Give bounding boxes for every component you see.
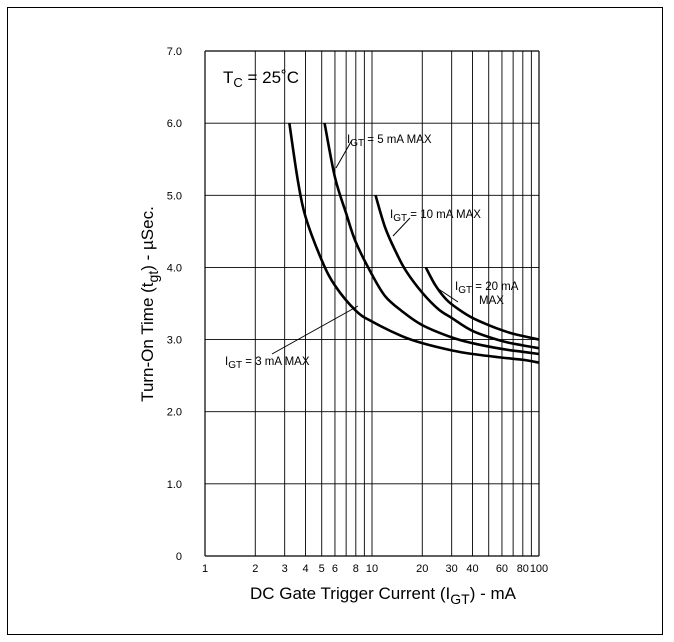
curves <box>288 122 540 364</box>
annotation-5ma: IGT = 5 mA MAX <box>347 134 432 149</box>
x-tick-label: 80 <box>517 563 529 575</box>
leader-line <box>271 305 359 355</box>
x-tick-label: 60 <box>496 563 508 575</box>
x-tick-label: 8 <box>353 563 359 575</box>
y-tick-label: 3.0 <box>167 335 182 347</box>
leader-lines <box>271 139 459 355</box>
x-tick-label: 30 <box>446 563 458 575</box>
curve-5ma <box>323 122 540 356</box>
condition-label: TC = 25˚C <box>223 68 299 90</box>
x-tick-label: 1 <box>202 563 208 575</box>
annotation-20ma-line2: MAX <box>479 295 504 307</box>
y-tick-label: 7.0 <box>167 46 182 58</box>
y-tick-label: 2.0 <box>167 407 182 419</box>
y-tick-label: 4.0 <box>167 262 182 274</box>
curve-3ma <box>288 122 540 364</box>
x-tick-label: 2 <box>252 563 258 575</box>
x-tick-label: 4 <box>302 563 308 575</box>
y-axis-title: Turn-On Time (tgt) - µSec. <box>138 206 161 402</box>
annotation-3ma: IGT = 3 mA MAX <box>225 356 310 371</box>
tick-labels: 1 2 3 4 5 6 8 10 20 30 40 60 80 100 0 1.0 2.0 3.0 4.0 5.0 6.… <box>167 46 548 575</box>
x-tick-label: 6 <box>332 563 338 575</box>
x-tick-label: 40 <box>466 563 478 575</box>
leader-line <box>335 139 353 169</box>
x-tick-label: 3 <box>282 563 288 575</box>
y-tick-label: 0 <box>176 551 182 563</box>
y-tick-label: 1.0 <box>167 479 182 491</box>
x-tick-label: 20 <box>416 563 428 575</box>
curve-10ma <box>374 194 540 350</box>
leader-line <box>392 217 411 237</box>
x-tick-label: 10 <box>366 563 378 575</box>
y-tick-label: 6.0 <box>167 118 182 130</box>
x-tick-label: 5 <box>319 563 325 575</box>
grid <box>204 50 540 557</box>
curve-20ma <box>424 266 540 341</box>
annotation-10ma: IGT = 10 mA MAX <box>390 209 481 224</box>
leader-line <box>436 287 459 303</box>
chart-frame <box>7 7 663 635</box>
x-axis-title: DC Gate Trigger Current (IGT) - mA <box>250 584 517 607</box>
y-tick-label: 5.0 <box>167 190 182 202</box>
annotation-20ma: IGT = 20 mA <box>455 281 519 296</box>
x-tick-label: 100 <box>530 563 548 575</box>
